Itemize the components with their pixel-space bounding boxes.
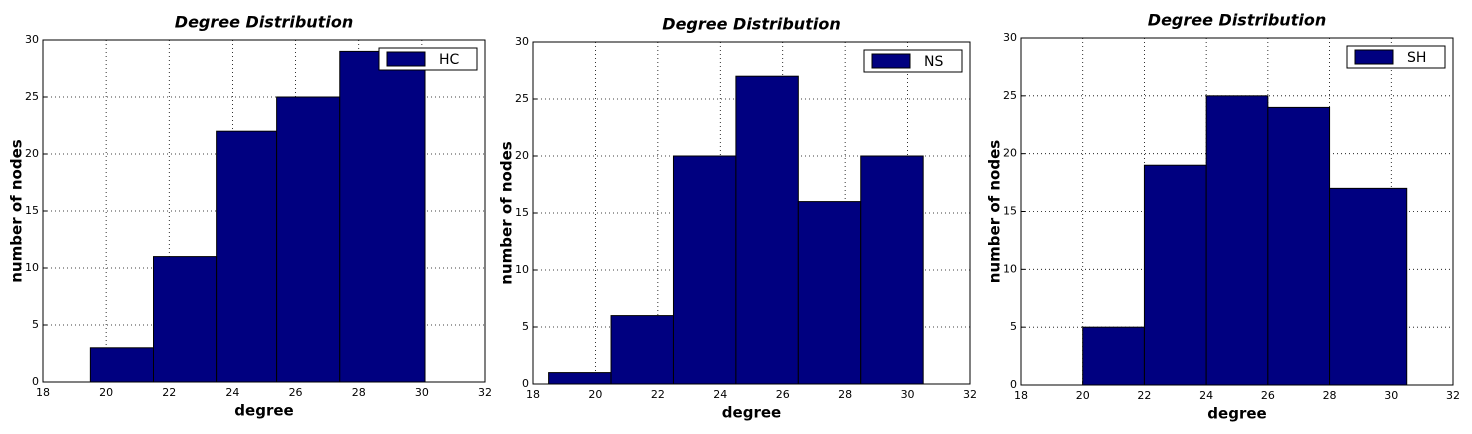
y-tick-label: 30 — [1003, 31, 1017, 44]
legend-swatch — [871, 53, 911, 69]
x-tick-label: 20 — [1076, 389, 1090, 402]
legend-swatch — [1354, 49, 1394, 65]
bar — [672, 155, 737, 385]
legend-label: SH — [1407, 50, 1426, 66]
y-tick-label: 25 — [515, 92, 529, 105]
bar — [797, 201, 862, 385]
bar — [1082, 326, 1145, 386]
y-tick-label: 25 — [25, 90, 39, 103]
y-tick-label: 30 — [515, 35, 529, 48]
y-tick-label: 10 — [1003, 262, 1017, 275]
y-axis-label: number of nodes — [498, 141, 516, 284]
y-tick-label: 5 — [32, 318, 39, 331]
legend-label: HC — [439, 52, 460, 68]
y-tick-label: 5 — [1010, 320, 1017, 333]
y-tick-label: 15 — [25, 204, 39, 217]
x-tick-label: 22 — [651, 388, 665, 401]
x-tick-label: 32 — [963, 388, 977, 401]
bar — [860, 155, 924, 385]
axes-frame — [1020, 37, 1454, 386]
chart-title: Degree Distribution — [1148, 11, 1326, 30]
x-tick-label: 26 — [776, 388, 790, 401]
axes-frame — [42, 39, 486, 383]
bar — [610, 315, 674, 385]
bar — [1143, 164, 1207, 386]
y-tick-label: 15 — [1003, 205, 1017, 218]
y-tick-label: 5 — [522, 320, 529, 333]
y-tick-label: 0 — [1010, 378, 1017, 391]
chart-title: Degree Distribution — [662, 15, 840, 34]
x-tick-label: 32 — [1446, 389, 1460, 402]
x-tick-label: 24 — [1199, 389, 1213, 402]
legend-label: NS — [924, 54, 943, 70]
y-tick-label: 20 — [515, 149, 529, 162]
x-axis-label: degree — [234, 402, 293, 420]
bar — [339, 50, 426, 383]
x-tick-label: 18 — [526, 388, 540, 401]
bar — [735, 75, 799, 385]
subplot: 18 20 22 24 26 28 30 32 0 5 10 15 20 25 30 Degree Distr… — [8, 13, 493, 420]
y-tick-label: 20 — [1003, 147, 1017, 160]
y-tick-label: 0 — [522, 377, 529, 390]
y-axis-label: number of nodes — [986, 140, 1004, 283]
subplot: 18 20 22 24 26 28 30 32 0 5 10 15 20 25 30 Degree Distr… — [498, 15, 978, 422]
x-tick-label: 30 — [415, 386, 429, 399]
x-tick-label: 26 — [1261, 389, 1275, 402]
x-tick-label: 22 — [162, 386, 176, 399]
x-axis-label: degree — [1207, 405, 1266, 423]
x-tick-label: 28 — [1323, 389, 1337, 402]
x-tick-label: 24 — [225, 386, 239, 399]
bar — [1205, 95, 1269, 386]
chart-title: Degree Distribution — [175, 13, 353, 32]
y-tick-label: 10 — [515, 263, 529, 276]
bar — [548, 372, 612, 385]
bar — [153, 256, 218, 383]
x-tick-label: 20 — [588, 388, 602, 401]
y-axis-label: number of nodes — [8, 139, 26, 282]
x-tick-label: 22 — [1137, 389, 1151, 402]
axes-frame — [532, 41, 971, 385]
y-tick-label: 15 — [515, 206, 529, 219]
x-tick-label: 18 — [36, 386, 50, 399]
bar — [216, 130, 278, 383]
x-tick-label: 30 — [1384, 389, 1398, 402]
x-tick-label: 26 — [289, 386, 303, 399]
bar — [89, 347, 154, 383]
y-tick-label: 25 — [1003, 89, 1017, 102]
x-tick-label: 28 — [838, 388, 852, 401]
subplot: 18 20 22 24 26 28 30 32 0 5 10 15 20 25 30 Degree Distr… — [986, 11, 1461, 423]
bar — [1329, 187, 1408, 386]
y-tick-label: 0 — [32, 375, 39, 388]
x-tick-label: 24 — [713, 388, 727, 401]
y-tick-label: 30 — [25, 33, 39, 46]
bar — [1267, 106, 1331, 386]
x-tick-label: 32 — [478, 386, 492, 399]
x-tick-label: 30 — [901, 388, 915, 401]
x-tick-label: 28 — [352, 386, 366, 399]
y-tick-label: 20 — [25, 147, 39, 160]
bar — [276, 96, 341, 383]
x-tick-label: 18 — [1014, 389, 1028, 402]
x-tick-label: 20 — [99, 386, 113, 399]
y-tick-label: 10 — [25, 261, 39, 274]
x-axis-label: degree — [722, 404, 781, 422]
legend-swatch — [386, 51, 426, 67]
